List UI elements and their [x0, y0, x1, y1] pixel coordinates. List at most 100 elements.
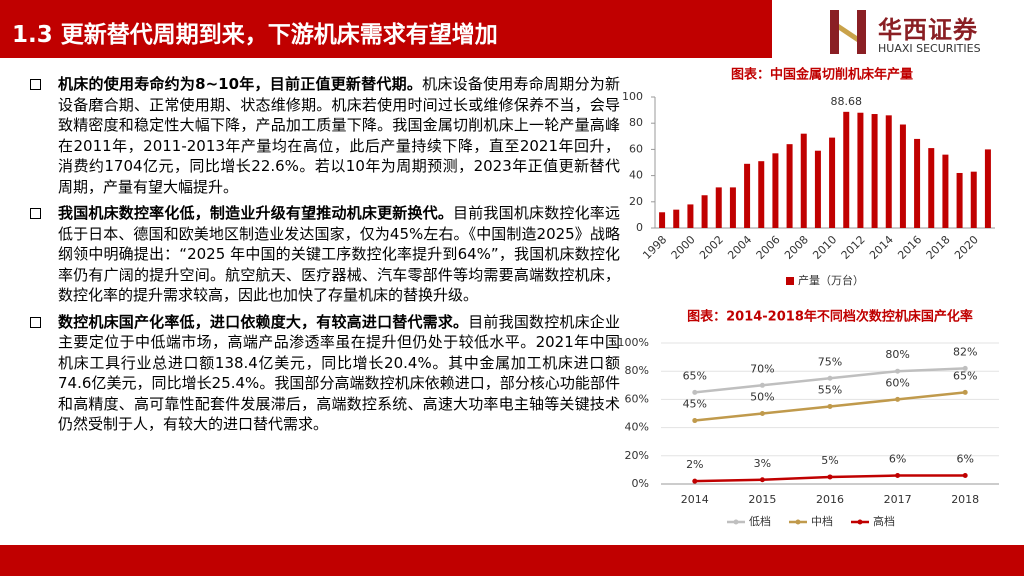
value-label: 5%	[821, 454, 838, 467]
bullet: 机床的使用寿命约为8~10年，目前正值更新替代期。机床设备使用寿命周期分为新设备…	[30, 74, 620, 197]
chart-title: 图表：2014-2018年不同档次数控机床国产化率	[687, 309, 973, 325]
point	[692, 389, 698, 395]
bullet-text: 目前我国数控机床企业主要定位于中低端市场，高端产品渗透率虽在提升但仍处于较低水平…	[58, 312, 620, 434]
bar	[786, 144, 793, 228]
bar	[871, 114, 878, 228]
legend-label: 中档	[811, 514, 833, 528]
point	[692, 418, 698, 424]
value-label: 60%	[885, 376, 909, 389]
x-tick-label: 2004	[725, 233, 754, 262]
value-label: 65%	[683, 369, 707, 382]
x-tick-label: 2017	[884, 493, 912, 506]
point	[962, 473, 968, 479]
bullet: 我国机床数控率化低，制造业升级有望推动机床更新换代。目前我国机床数控化率远低于日…	[30, 203, 620, 306]
value-label: 65%	[953, 369, 977, 382]
x-tick-label: 2016	[816, 493, 844, 506]
bar	[843, 111, 850, 228]
point	[895, 396, 901, 402]
y-tick-label: 40	[629, 169, 643, 182]
bullet-heading: 我国机床数控率化低，制造业升级有望推动机床更新换代。	[58, 204, 454, 222]
y-tick-label: 80%	[625, 364, 649, 377]
point	[759, 382, 765, 388]
y-tick-label: 0	[636, 221, 643, 234]
x-tick-label: 2008	[782, 233, 811, 262]
logo-name: 华西证券	[878, 16, 978, 44]
point	[827, 403, 833, 409]
x-tick-label: 2006	[754, 233, 783, 262]
x-tick-label: 2000	[669, 233, 698, 262]
bullet-text: 机床设备使用寿命周期分为新设备磨合期、正常使用期、状态维修期。机床若使用时间过长…	[58, 75, 620, 196]
bullet: 数控机床国产化率低，进口依赖度大，有较高进口替代需求。目前我国数控机床企业主要定…	[30, 312, 620, 435]
point	[895, 368, 901, 374]
point	[895, 473, 901, 479]
bar	[914, 138, 921, 228]
x-tick-label: 2014	[681, 493, 709, 506]
footer-bar	[0, 545, 1024, 576]
point	[759, 477, 765, 483]
legend-label: 产量（万台）	[798, 273, 864, 287]
legend-swatch	[786, 277, 794, 285]
bar	[772, 153, 779, 228]
bar	[701, 195, 708, 228]
line	[694, 391, 966, 422]
y-tick-label: 20	[629, 195, 643, 208]
point	[962, 365, 968, 371]
x-tick-label: 2020	[952, 233, 981, 262]
bar	[673, 209, 680, 228]
value-label: 88.68	[831, 95, 863, 108]
x-tick-label: 2010	[810, 233, 839, 262]
bar	[659, 212, 666, 228]
legend-label: 低档	[749, 514, 771, 528]
bar	[857, 112, 864, 228]
y-tick-label: 100%	[618, 336, 649, 349]
x-tick-label: 2002	[697, 233, 726, 262]
y-tick-label: 60	[629, 142, 643, 155]
bar	[715, 187, 722, 228]
bar	[899, 124, 906, 228]
legend-label: 高档	[873, 514, 895, 528]
bullet-text: 目前我国机床数控化率远低于日本、德国和欧美地区制造业发达国家，仅为45%左右。《…	[58, 204, 620, 304]
slide-title: 1.3 更新替代周期到来，下游机床需求有望增加	[12, 22, 498, 48]
bar	[885, 115, 892, 228]
bar	[800, 133, 807, 228]
value-label: 45%	[683, 398, 707, 411]
point	[827, 375, 833, 381]
bar	[970, 171, 977, 228]
point	[827, 474, 833, 480]
value-label: 6%	[889, 453, 906, 466]
x-tick-label: 2015	[748, 493, 776, 506]
y-tick-label: 20%	[625, 449, 649, 462]
y-tick-label: 100	[622, 90, 643, 103]
bullet-heading: 数控机床国产化率低，进口依赖度大，有较高进口替代需求。	[58, 312, 469, 331]
x-tick-label: 2012	[839, 233, 868, 262]
y-tick-label: 0%	[632, 477, 649, 490]
bar	[829, 137, 836, 228]
bar	[729, 187, 736, 228]
value-label: 2%	[686, 458, 703, 471]
point	[759, 411, 765, 416]
logo-icon	[830, 10, 866, 54]
logo-name-en: HUAXI SECURITIES	[878, 42, 981, 55]
legend-marker	[795, 519, 801, 525]
line	[694, 474, 966, 483]
logo: 华西证券 HUAXI SECURITIES	[830, 8, 1020, 58]
header-bar: 1.3 更新替代周期到来，下游机床需求有望增加	[0, 0, 772, 58]
y-tick-label: 40%	[625, 421, 649, 434]
legend-marker	[857, 519, 863, 525]
x-tick-label: 1998	[640, 233, 669, 262]
value-label: 50%	[750, 391, 774, 404]
x-tick-label: 2018	[951, 493, 979, 506]
bar	[744, 163, 751, 228]
bar	[956, 172, 963, 228]
x-tick-label: 2016	[895, 233, 924, 262]
line	[694, 367, 966, 394]
y-tick-label: 60%	[625, 392, 649, 405]
bar	[758, 161, 765, 228]
x-tick-label: 2018	[924, 233, 953, 262]
bar	[814, 150, 821, 228]
y-tick-label: 80	[629, 116, 643, 129]
value-label: 75%	[818, 355, 842, 368]
value-label: 3%	[754, 457, 771, 470]
bar	[687, 204, 694, 228]
